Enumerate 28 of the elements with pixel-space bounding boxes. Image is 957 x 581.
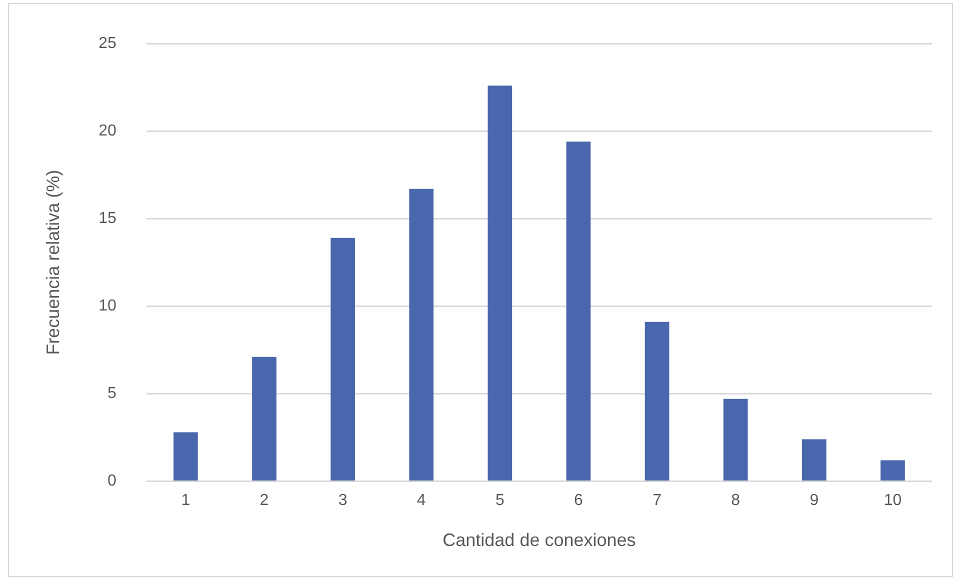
bar [174,432,198,480]
y-tick-label: 20 [98,122,116,140]
x-tick-label: 2 [260,492,269,510]
x-tick-label: 7 [652,492,662,510]
x-tick-label: 3 [338,492,348,510]
x-tick-label: 5 [495,492,504,510]
bar [644,322,670,480]
y-tick-label: 0 [107,472,116,490]
bar [409,188,434,480]
bar [488,86,512,480]
y-tick-label: 10 [98,298,116,315]
y-tick-label: 25 [98,35,116,52]
bar [723,398,748,480]
bar [252,356,276,480]
bar [880,460,905,480]
x-tick-label: 4 [416,492,426,510]
x-tick-label: 9 [810,492,819,510]
x-tick-label: 8 [731,492,740,510]
x-tick-label: 1 [181,492,190,510]
y-axis-title: Frecuencia relativa (%) [42,170,63,355]
bar [330,238,355,480]
bar [566,142,591,480]
y-tick-label: 5 [107,385,116,402]
bar [802,439,826,480]
x-tick-label: 10 [884,492,902,510]
x-tick-label: 6 [574,492,584,510]
x-axis-title: Cantidad de conexiones [442,530,636,550]
y-tick-label: 15 [98,210,116,228]
